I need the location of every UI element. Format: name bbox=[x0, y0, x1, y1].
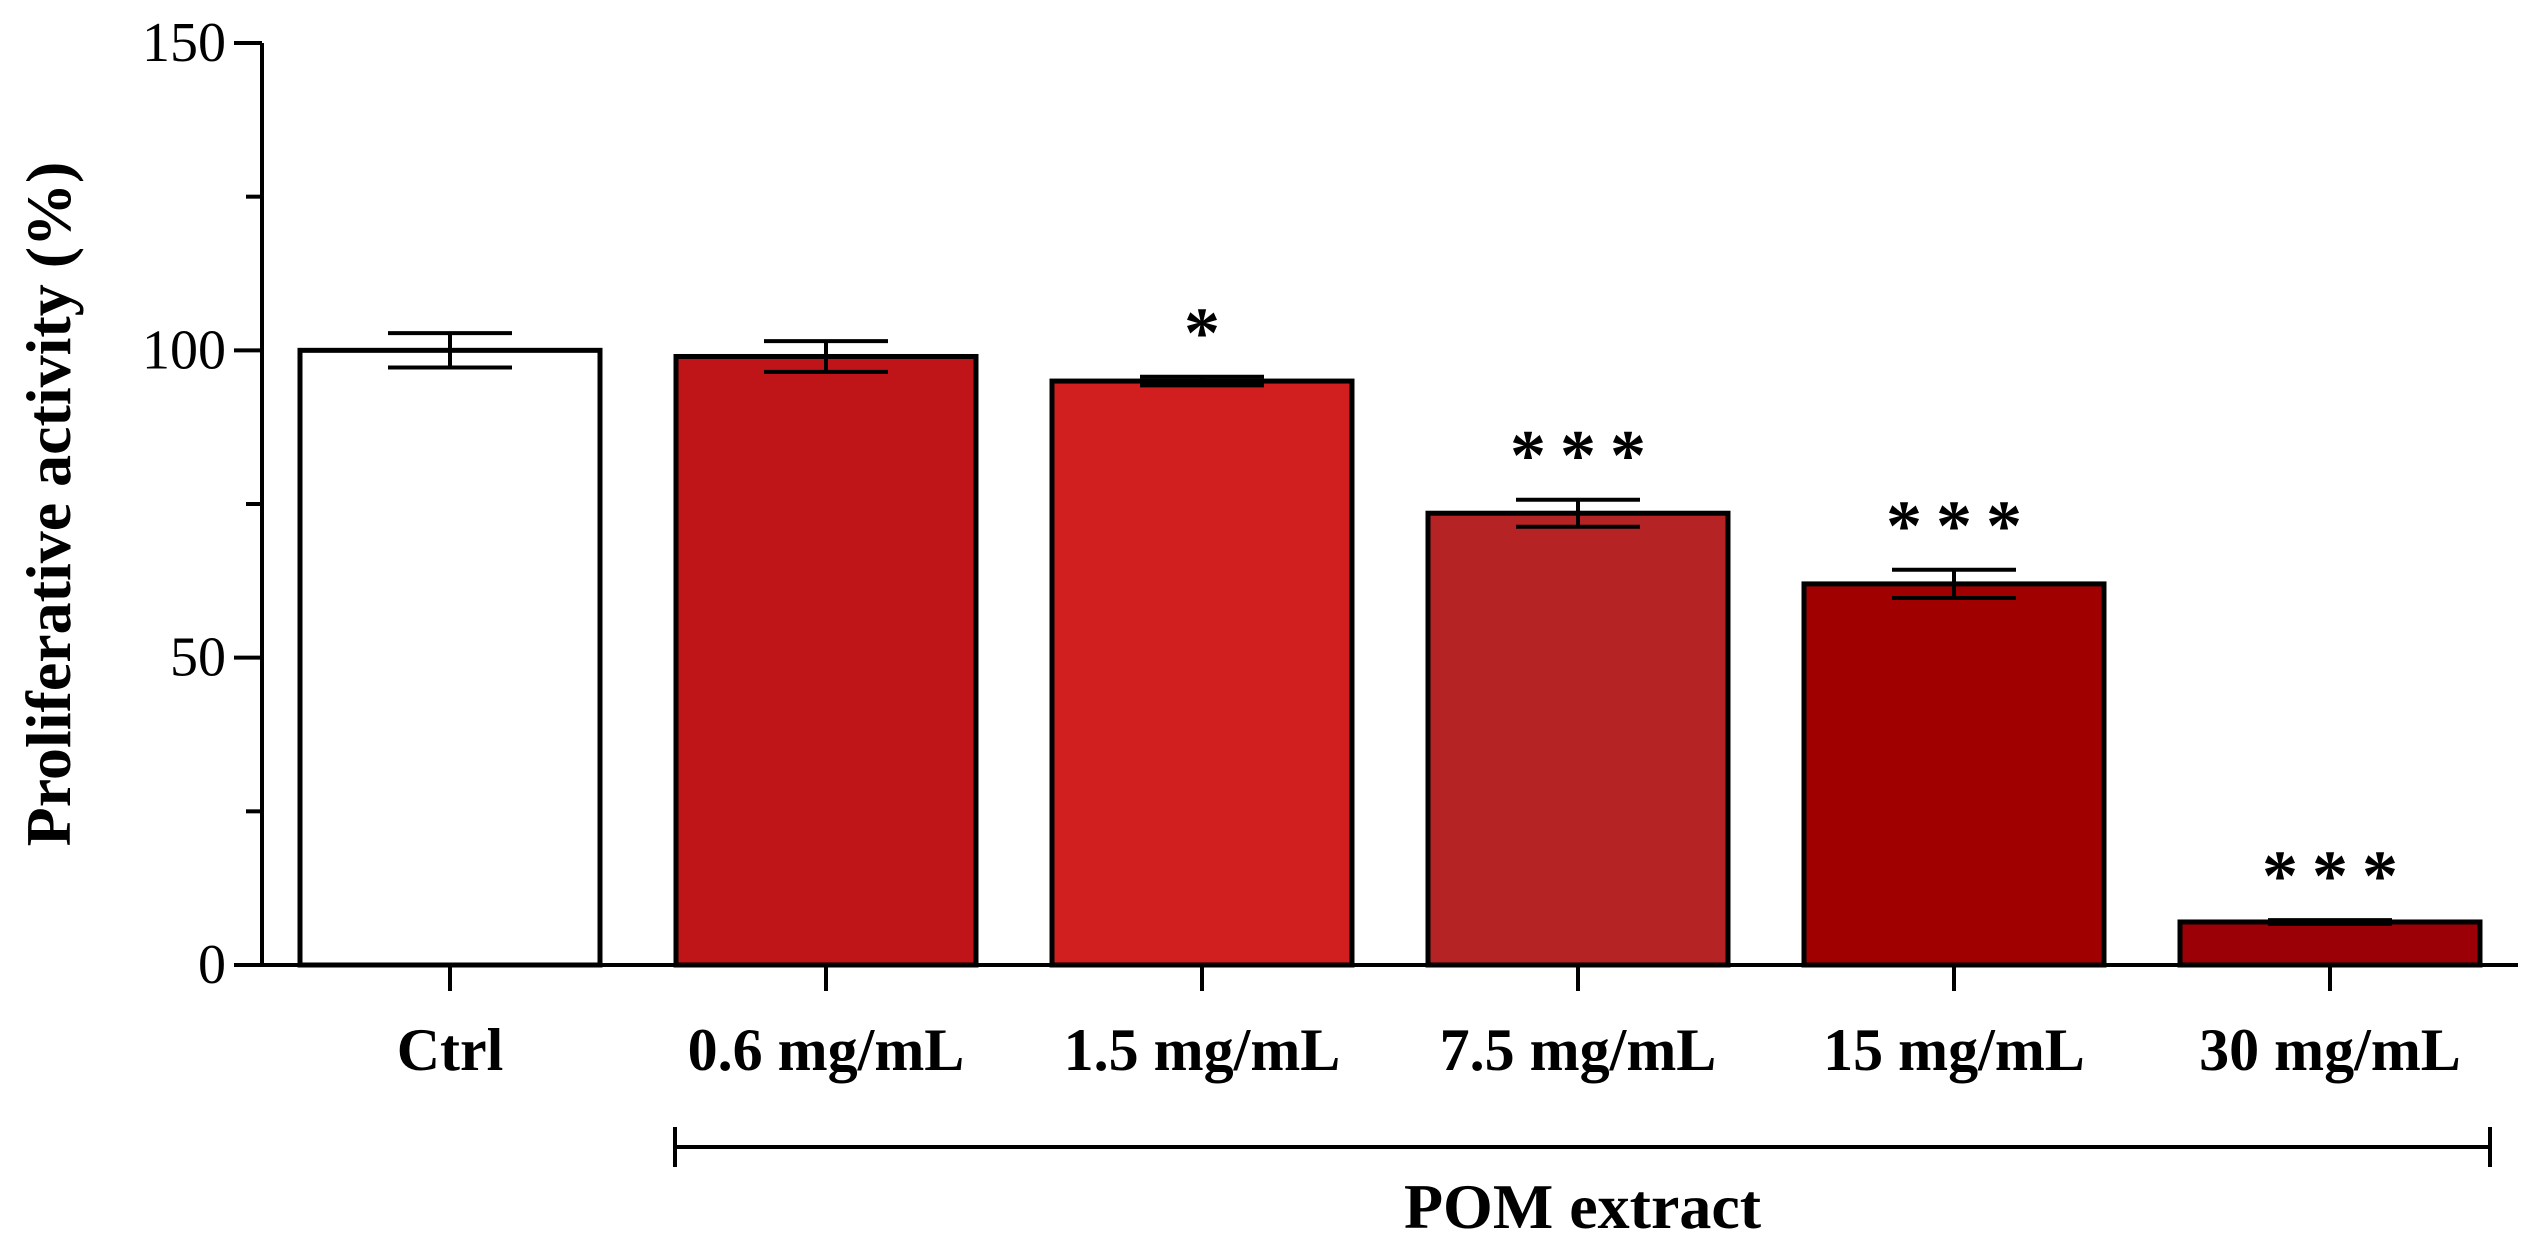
x-tick-label: 0.6 mg/mL bbox=[688, 1017, 965, 1083]
significance-label: * bbox=[1184, 293, 1234, 373]
x-tick-label: 7.5 mg/mL bbox=[1440, 1017, 1717, 1083]
bar-group: *** bbox=[2177, 836, 2483, 968]
x-tick-label: Ctrl bbox=[397, 1017, 504, 1083]
bar bbox=[1425, 510, 1731, 968]
bar bbox=[673, 353, 979, 968]
bar-group: * bbox=[1049, 293, 1355, 968]
y-tick-label: 0 bbox=[198, 934, 226, 996]
significance-label: *** bbox=[1510, 416, 1660, 496]
group-bracket: POM extract bbox=[673, 1127, 2492, 1240]
significance-label: *** bbox=[2262, 836, 2412, 916]
y-minor-ticks bbox=[246, 194, 262, 814]
bars: ********** bbox=[297, 293, 2483, 968]
y-tick-label: 100 bbox=[142, 319, 226, 381]
bar bbox=[1049, 378, 1355, 968]
bar-group bbox=[673, 339, 979, 968]
bar-group: *** bbox=[1801, 486, 2107, 968]
x-tick-label: 15 mg/mL bbox=[1823, 1017, 2085, 1083]
x-tick-label: 30 mg/mL bbox=[2199, 1017, 2461, 1083]
y-tick-label: 150 bbox=[142, 12, 226, 74]
y-axis-label: Proliferative activity (%) bbox=[13, 162, 84, 847]
y-tick-label: 50 bbox=[170, 627, 226, 689]
bar bbox=[297, 347, 603, 968]
group-label: POM extract bbox=[1404, 1171, 1762, 1240]
x-ticks: Ctrl 0.6 mg/mL 1.5 mg/mL 7.5 mg/mL 15 mg/mL 3… bbox=[397, 965, 2461, 1083]
x-tick-label: 1.5 mg/mL bbox=[1064, 1017, 1341, 1083]
bar bbox=[2177, 919, 2483, 968]
significance-label: *** bbox=[1886, 486, 2036, 566]
bar bbox=[1801, 581, 2107, 968]
bar-group bbox=[297, 331, 603, 968]
bar-group: *** bbox=[1425, 416, 1731, 968]
y-ticks: 0 50 100 150 bbox=[142, 12, 262, 996]
